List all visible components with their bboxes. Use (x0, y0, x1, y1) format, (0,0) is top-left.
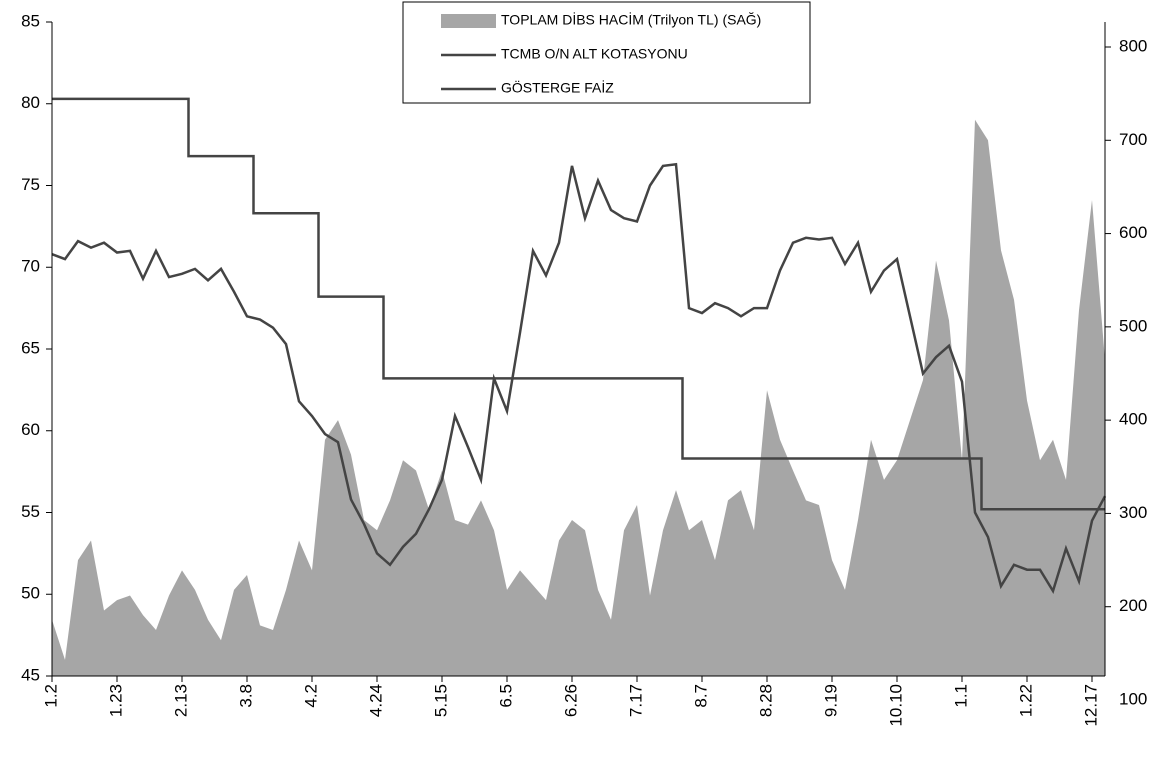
x-tick-label: 10.10 (886, 684, 905, 727)
x-tick-label: 4.24 (366, 684, 385, 717)
x-tick-label: 8.7 (691, 684, 710, 708)
y-tick-label: 75 (21, 175, 40, 194)
x-tick-label: 7.17 (626, 684, 645, 717)
y-tick-label: 50 (21, 584, 40, 603)
y2-tick-label: 800 (1119, 36, 1147, 55)
x-tick-label: 5.15 (431, 684, 450, 717)
x-tick-label: 1.1 (951, 684, 970, 708)
x-tick-label: 8.28 (756, 684, 775, 717)
legend-swatch (441, 14, 496, 28)
y2-tick-label: 300 (1119, 503, 1147, 522)
y2-tick-label: 400 (1119, 410, 1147, 429)
y2-tick-label: 200 (1119, 596, 1147, 615)
legend-label: TCMB O/N ALT KOTASYONU (501, 46, 688, 62)
x-tick-label: 9.19 (821, 684, 840, 717)
y-tick-label: 85 (21, 11, 40, 30)
x-tick-label: 4.2 (301, 684, 320, 708)
step-line (52, 97, 1105, 511)
y2-tick-label: 500 (1119, 316, 1147, 335)
x-tick-label: 6.26 (561, 684, 580, 717)
volume-area (52, 119, 1105, 676)
x-tick-label: 12.17 (1081, 684, 1100, 727)
y-tick-label: 80 (21, 93, 40, 112)
y2-tick-label: 100 (1119, 689, 1147, 708)
y-tick-label: 45 (21, 665, 40, 684)
y-tick-label: 60 (21, 420, 40, 439)
y-tick-label: 70 (21, 257, 40, 276)
legend-label: TOPLAM DİBS HACİM (Trilyon TL) (SAĞ) (501, 11, 761, 28)
y2-tick-label: 700 (1119, 130, 1147, 149)
x-tick-label: 1.2 (41, 684, 60, 708)
x-tick-label: 2.13 (171, 684, 190, 717)
x-tick-label: 6.5 (496, 684, 515, 708)
rate-line (51, 162, 1107, 595)
y-tick-label: 55 (21, 502, 40, 521)
y2-tick-label: 600 (1119, 223, 1147, 242)
legend-label: GÖSTERGE FAİZ (501, 79, 614, 96)
x-tick-label: 1.23 (106, 684, 125, 717)
x-tick-label: 1.22 (1016, 684, 1035, 717)
y-tick-label: 65 (21, 338, 40, 357)
x-tick-label: 3.8 (236, 684, 255, 708)
